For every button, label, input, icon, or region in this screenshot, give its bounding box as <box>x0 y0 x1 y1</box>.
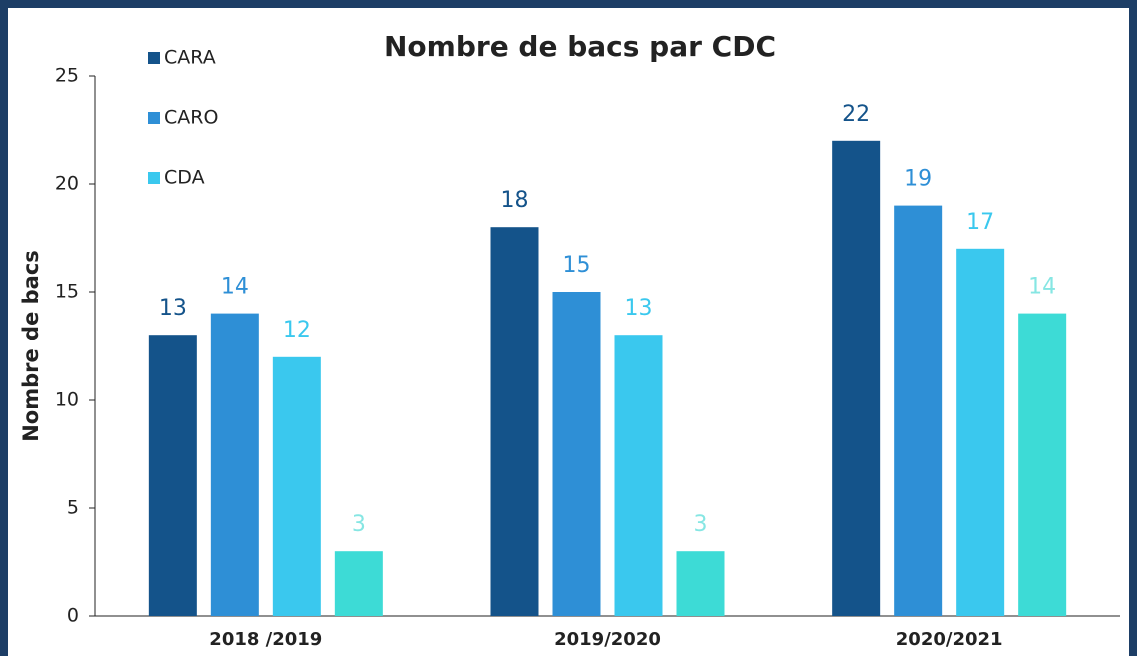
y-tick-label: 5 <box>67 497 79 519</box>
legend-label: CARO <box>164 107 218 129</box>
bar <box>1018 313 1067 616</box>
bar <box>552 292 601 616</box>
y-tick-label: 25 <box>55 65 79 87</box>
legend-swatch <box>148 172 160 184</box>
bar <box>894 205 943 616</box>
y-tick-label: 0 <box>67 605 79 627</box>
data-label: 17 <box>966 210 994 235</box>
y-tick-label: 10 <box>55 389 79 411</box>
legend-swatch <box>148 52 160 64</box>
data-label: 3 <box>352 512 366 537</box>
data-label: 22 <box>842 102 870 127</box>
bar <box>676 551 725 616</box>
legend-label: CDA <box>164 167 205 189</box>
bar <box>272 356 321 616</box>
bar <box>210 313 259 616</box>
data-label: 14 <box>1028 275 1056 300</box>
data-label: 13 <box>159 296 187 321</box>
data-label: 13 <box>625 296 653 321</box>
bar <box>832 140 881 617</box>
chart-title: Nombre de bacs par CDC <box>384 30 776 63</box>
x-tick-label: 2019/2020 <box>554 629 661 650</box>
x-tick-label: 2020/2021 <box>896 629 1003 650</box>
data-label: 15 <box>563 253 591 278</box>
legend-swatch <box>148 112 160 124</box>
bar <box>956 248 1005 617</box>
data-label: 12 <box>283 318 311 343</box>
y-tick-label: 15 <box>55 281 79 303</box>
bar <box>490 227 539 616</box>
bar <box>614 335 663 616</box>
y-tick-label: 20 <box>55 173 79 195</box>
data-label: 19 <box>904 167 932 192</box>
bar <box>334 551 383 616</box>
x-tick-label: 2018 /2019 <box>209 629 322 650</box>
data-label: 3 <box>694 512 708 537</box>
data-label: 14 <box>221 275 249 300</box>
bar <box>148 335 197 616</box>
legend-label: CARA <box>164 47 216 69</box>
y-axis-title: Nombre de bacs <box>19 250 43 442</box>
data-label: 18 <box>501 188 529 213</box>
